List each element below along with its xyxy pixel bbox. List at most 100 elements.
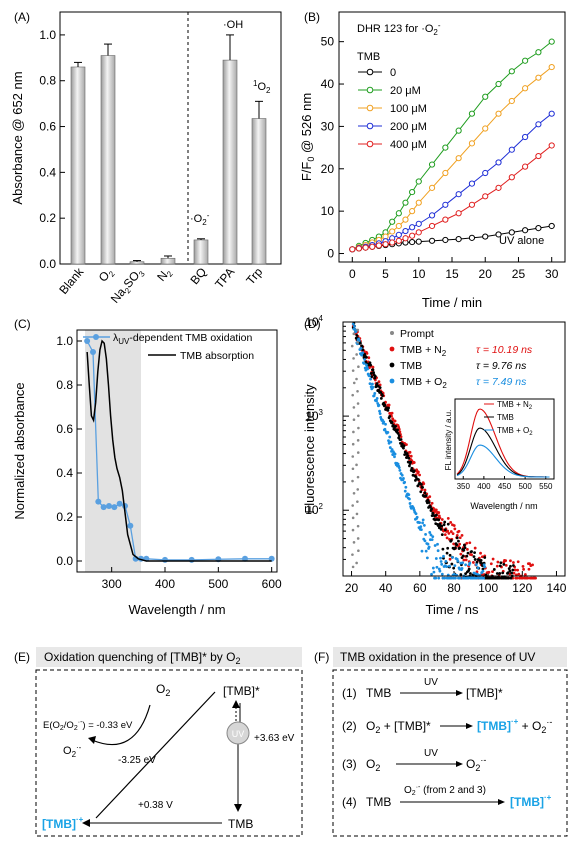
e-down-arrowhead (234, 804, 242, 812)
b-point (508, 68, 515, 75)
b-legend-marker (366, 68, 374, 76)
d-point-tmb (459, 573, 463, 576)
d-point-o2 (433, 544, 437, 547)
b-point (455, 236, 462, 243)
d-point-n2 (437, 511, 441, 514)
d-point-tmb (441, 547, 445, 551)
d-point-tmb (450, 562, 454, 566)
d-point-n2 (428, 495, 432, 499)
d-xtick-label: 140 (546, 581, 566, 595)
a-ytick-label: 0.6 (39, 120, 56, 134)
b-legend-label: 0 (390, 67, 396, 79)
d-point-tmb (480, 561, 484, 565)
inset-legend-tmb: TMB (497, 413, 514, 422)
d-point-prompt (357, 365, 360, 369)
d-point-prompt (356, 451, 360, 454)
d-point-prompt (351, 442, 355, 446)
d-point-tmb (507, 567, 511, 570)
d-point-tmb (379, 390, 383, 394)
d-point-n2 (509, 559, 512, 563)
d-point-tmb (468, 572, 472, 575)
d-point-n2 (491, 570, 494, 574)
panel-b-frame (338, 11, 566, 263)
x-label-blank: Blank (56, 264, 87, 297)
c-xtick-label: 400 (155, 577, 175, 591)
d-point-n2 (405, 443, 408, 447)
d-point-prompt (351, 479, 354, 483)
b-point (389, 239, 396, 246)
d-point-tmb (443, 520, 447, 524)
d-point-n2 (453, 527, 457, 531)
d-point-o2 (444, 560, 448, 563)
panel-d-x-label: Time / ns (426, 602, 479, 617)
d-point-tmb (462, 548, 466, 552)
d-point-o2 (351, 322, 355, 326)
d-point-tmb (509, 576, 513, 580)
d-point-tmb (434, 513, 438, 517)
f-row4-over: O2·- (from 2 and 3) (404, 784, 486, 797)
b-point (415, 229, 422, 236)
d-point-n2 (471, 561, 475, 564)
d-point-tmb (400, 442, 404, 446)
e-tmb-star: [TMB]* (223, 684, 260, 698)
b-point (415, 199, 422, 206)
e-uv-circle (226, 721, 250, 745)
a-ytick-label: 0.0 (39, 257, 56, 271)
b-point (508, 174, 515, 181)
d-point-tmb (508, 569, 512, 573)
legend-label-uv-oxidation: λUV-dependent TMB oxidation (113, 332, 253, 346)
d-point-tmb (387, 406, 390, 410)
d-point-n2 (527, 567, 531, 571)
f-row3-num: (3) (342, 757, 357, 771)
c-point (100, 504, 107, 511)
d-point-o2 (403, 489, 407, 493)
d-point-tmb (381, 394, 384, 398)
a-ytick-label: 0.4 (39, 165, 56, 179)
e-up-arrowhead (232, 700, 240, 708)
d-point-n2 (515, 576, 519, 580)
panel-c-x-label: Wavelength / nm (128, 602, 225, 617)
d-point-o2 (435, 565, 439, 569)
d-point-o2 (377, 403, 381, 407)
d-point-prompt (352, 357, 355, 360)
d-point-prompt (352, 430, 355, 434)
a-bar (100, 55, 116, 265)
d-point-tmb (446, 522, 450, 526)
d-point-o2 (364, 363, 368, 367)
f-row1-right: [TMB]* (466, 686, 503, 700)
d-point-tmb (437, 518, 441, 522)
panel-e: (E) Oxidation quenching of [TMB]* by O2 … (14, 647, 303, 837)
d-point-tmb (442, 523, 446, 527)
panel-d-inset: 350 400 450 500 550 FL intensity / a.u. Wave… (444, 398, 555, 511)
d-point-tmb (446, 546, 450, 550)
panel-b-y-label: F/F0 @ 526 nm (299, 93, 316, 181)
d-point-tmb (397, 434, 401, 438)
d-point-tmb (475, 560, 479, 564)
d-xtick-label: 100 (478, 581, 498, 595)
d-point-prompt (355, 561, 358, 565)
d-point-o2 (396, 462, 400, 466)
panel-b-legend-title: TMB (357, 51, 380, 63)
d-point-tmb (383, 403, 387, 407)
d-point-tmb (426, 498, 430, 502)
d-point-o2 (404, 485, 408, 489)
b-point (482, 93, 489, 100)
panel-d-frame (342, 321, 566, 577)
b-legend-marker (366, 122, 374, 130)
d-point-tmb (455, 543, 459, 547)
d-point-n2 (473, 546, 477, 550)
d-point-tmb (379, 397, 383, 400)
d-point-o2 (418, 521, 421, 524)
f-row3-over: UV (424, 748, 438, 759)
b-ytick-label: 40 (321, 77, 335, 91)
d-point-prompt (351, 393, 354, 397)
d-point-o2 (432, 570, 436, 574)
panel-a-y-axis: 0.0 0.2 0.4 0.6 0.8 1.0 (39, 28, 65, 271)
b-point (395, 231, 402, 238)
b-point (455, 127, 462, 134)
b-point (535, 121, 542, 128)
d-point-o2 (453, 564, 457, 568)
b-series-line (352, 113, 553, 250)
d-point-n2 (412, 461, 416, 464)
